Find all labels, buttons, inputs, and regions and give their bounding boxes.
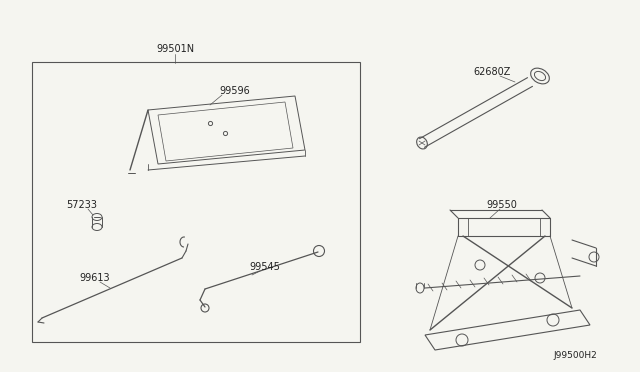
- Text: 99613: 99613: [80, 273, 110, 283]
- Text: 99596: 99596: [220, 86, 250, 96]
- Text: 57233: 57233: [67, 200, 97, 210]
- Text: 99501N: 99501N: [156, 44, 194, 54]
- Text: 99545: 99545: [250, 262, 280, 272]
- Text: J99500H2: J99500H2: [553, 350, 597, 359]
- Text: 62680Z: 62680Z: [474, 67, 511, 77]
- Bar: [32, 62, 360, 342]
- Text: 99550: 99550: [486, 200, 517, 210]
